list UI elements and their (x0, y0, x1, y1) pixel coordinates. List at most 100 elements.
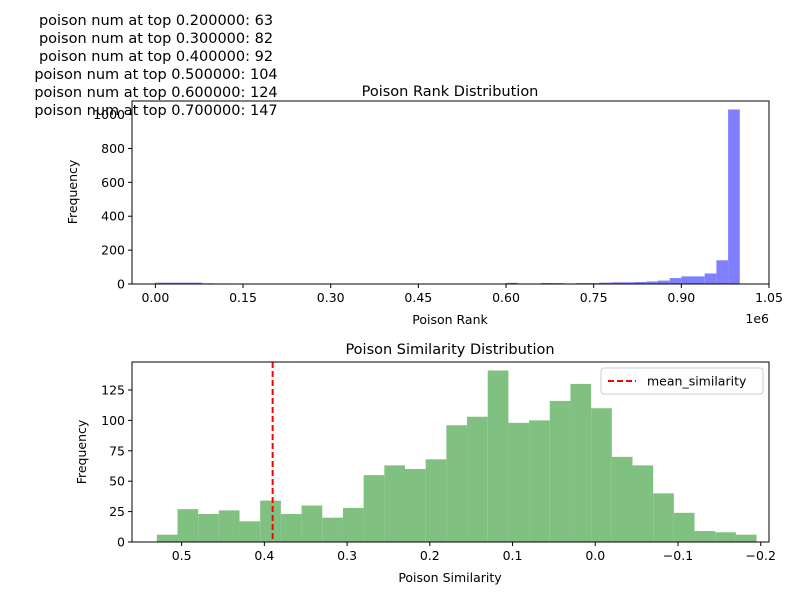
rank-y-axis-label: Frequency (65, 159, 80, 224)
x-tick-label: −0.2 (746, 548, 776, 563)
histogram-bar (384, 465, 405, 542)
histogram-bar (673, 512, 695, 542)
histogram-bar (694, 531, 716, 542)
histogram-bar (467, 416, 488, 542)
histogram-bar (301, 505, 323, 542)
y-tick-label: 125 (101, 382, 125, 397)
histogram-bar (190, 282, 203, 284)
histogram-bar (425, 459, 447, 542)
histogram-bar (622, 282, 635, 284)
histogram-bar (693, 276, 705, 284)
similarity-bars (156, 370, 757, 542)
y-tick-label: 400 (101, 209, 125, 224)
y-tick-label: 50 (109, 474, 125, 489)
y-tick-label: 75 (109, 443, 125, 458)
similarity-y-ticks: 0 25 50 75 100 125 (101, 382, 132, 550)
rank-y-ticks: 0 200 400 600 800 1000 (93, 107, 132, 292)
histogram-bar (646, 281, 658, 284)
histogram-bar (280, 514, 302, 542)
x-tick-label: 0.1 (503, 548, 523, 563)
histogram-bar (632, 465, 654, 542)
histogram-bar (506, 282, 518, 284)
overlay-line-4: poison num at top 0.500000: 104 (34, 67, 277, 83)
y-tick-label: 800 (101, 141, 125, 156)
histogram-bar (405, 469, 426, 542)
similarity-legend: mean_similarity (600, 367, 764, 395)
x-tick-label: 0.15 (229, 290, 257, 305)
histogram-bar (681, 276, 694, 284)
overlay-line-2: poison num at top 0.300000: 82 (39, 31, 273, 47)
rank-chart-title: Poison Rank Distribution (362, 84, 539, 100)
histogram-bar (178, 282, 191, 284)
histogram-bar (342, 507, 364, 542)
y-tick-label: 200 (101, 243, 125, 258)
histogram-bar (322, 517, 343, 542)
histogram-bar (156, 534, 178, 542)
overlay-line-6: poison num at top 0.700000: 147 (34, 103, 277, 119)
histogram-bar (177, 509, 199, 542)
rank-chart: Poison Rank Distribution 0.00 0.15 0.30 0.4… (65, 84, 783, 327)
histogram-bar (218, 510, 240, 542)
x-tick-label: −0.1 (663, 548, 693, 563)
x-tick-label: 0.60 (492, 290, 520, 305)
legend-label: mean_similarity (647, 374, 747, 389)
histogram-bar (155, 282, 168, 284)
histogram-bar (508, 422, 530, 542)
histogram-bar (599, 282, 612, 284)
x-tick-label: 0.45 (404, 290, 432, 305)
y-tick-label: 0 (117, 277, 125, 292)
overlay-line-1: poison num at top 0.200000: 63 (39, 13, 273, 29)
histogram-bar (669, 278, 682, 284)
histogram-bar (529, 420, 550, 542)
histogram-bar (715, 532, 736, 542)
x-tick-label: 0.90 (667, 290, 695, 305)
similarity-x-ticks: 0.5 0.4 0.3 0.2 0.1 0.0 −0.1 −0.2 (172, 542, 776, 563)
histogram-bar (446, 425, 468, 542)
x-tick-label: 1.05 (755, 290, 783, 305)
y-tick-label: 1000 (93, 107, 125, 122)
x-tick-label: 0.0 (585, 548, 605, 563)
overlay-line-3: poison num at top 0.400000: 92 (39, 49, 273, 65)
y-tick-label: 600 (101, 175, 125, 190)
similarity-chart: Poison Similarity Distribution 0.5 0.4 0.3… (74, 342, 776, 585)
histogram-bar (239, 521, 261, 542)
histogram-bar (611, 282, 623, 284)
x-tick-label: 0.00 (141, 290, 169, 305)
histogram-bar (634, 281, 647, 284)
rank-x-axis-label: Poison Rank (412, 312, 488, 327)
histogram-bar (591, 408, 612, 542)
similarity-axes-frame (131, 361, 770, 543)
overlay-text-block: poison num at top 0.200000: 63 poison nu… (34, 13, 277, 119)
x-tick-label: 0.3 (337, 548, 357, 563)
histogram-bar (167, 282, 179, 284)
histogram-bar (541, 282, 553, 284)
histogram-bar (487, 370, 509, 542)
y-tick-label: 100 (101, 413, 125, 428)
overlay-line-5: poison num at top 0.600000: 124 (34, 85, 277, 101)
similarity-chart-title: Poison Similarity Distribution (345, 342, 554, 358)
x-tick-label: 0.2 (420, 548, 440, 563)
histogram-bar (657, 280, 670, 284)
x-tick-label: 0.30 (317, 290, 345, 305)
histogram-bar (653, 493, 674, 542)
histogram-bar (728, 109, 740, 284)
histogram-bar (363, 475, 385, 542)
histogram-bar (716, 260, 729, 284)
legend-box (600, 367, 764, 395)
histogram-bar (735, 534, 757, 542)
similarity-x-axis-label: Poison Similarity (398, 570, 502, 585)
histogram-bar (549, 400, 571, 542)
x-tick-label: 0.75 (580, 290, 608, 305)
y-tick-label: 0 (117, 535, 125, 550)
histogram-bar (198, 514, 219, 542)
rank-x-ticks: 0.00 0.15 0.30 0.45 0.60 0.75 0.90 1.05 (141, 284, 783, 305)
x-tick-label: 0.4 (254, 548, 274, 563)
histogram-bar (260, 500, 281, 542)
x-tick-label: 0.5 (172, 548, 192, 563)
rank-x-scale-label: 1e6 (745, 311, 769, 326)
histogram-bar (704, 273, 717, 284)
similarity-y-axis-label: Frequency (74, 419, 89, 484)
histogram-bar (570, 383, 592, 542)
rank-axes-frame (131, 100, 770, 285)
